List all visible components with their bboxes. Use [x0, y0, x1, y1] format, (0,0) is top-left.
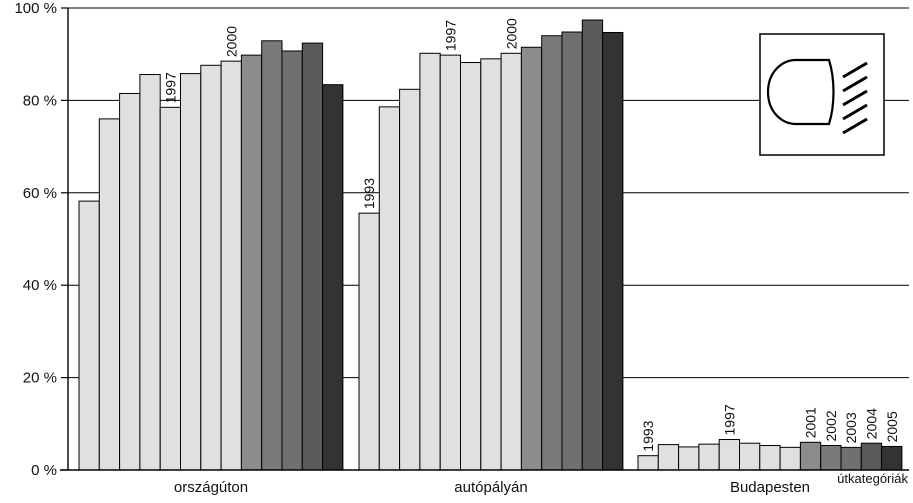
bar — [220, 60, 242, 471]
bar — [159, 106, 181, 471]
bar — [322, 84, 344, 471]
headlight-beam-line — [842, 61, 868, 79]
bar — [698, 443, 720, 471]
bar — [561, 31, 583, 471]
bar — [581, 19, 604, 471]
bar-year-annotation: 1997 — [721, 404, 737, 435]
bar — [759, 445, 781, 471]
bar — [358, 212, 380, 471]
y-axis-tick-label: 0 % — [31, 462, 57, 479]
bar — [520, 46, 543, 471]
y-axis-tick-label: 20 % — [23, 370, 57, 387]
headlight-lamp-shape — [766, 58, 835, 126]
y-axis-tick-label: 100 % — [14, 0, 57, 17]
y-axis-tick-label: 40 % — [23, 277, 57, 294]
x-axis-category-label: Budapesten — [730, 479, 810, 496]
bar-year-annotation: 2000 — [503, 18, 519, 49]
y-axis-tick-label: 60 % — [23, 185, 57, 202]
bar — [119, 92, 141, 471]
bar — [860, 442, 883, 471]
x-axis-unit-label: útkategóriák — [837, 471, 908, 486]
y-axis-tick-label: 80 % — [23, 92, 57, 109]
bar — [657, 444, 680, 471]
bar-year-annotation: 1993 — [640, 420, 656, 451]
bar — [261, 40, 283, 471]
headlight-beam-line — [842, 117, 868, 135]
bar-year-annotation: 1997 — [442, 20, 458, 51]
bar — [799, 441, 822, 471]
x-axis-category-labels: országúton autópályán Budapesten — [174, 479, 810, 496]
bar — [98, 118, 121, 471]
bar-year-annotation: 2003 — [843, 412, 859, 443]
bar — [200, 64, 222, 471]
bar — [739, 442, 761, 471]
bar-year-annotation: 2000 — [223, 26, 239, 57]
bar — [881, 445, 903, 471]
bar — [301, 42, 324, 471]
bar — [718, 439, 741, 471]
bar-year-annotation: 2004 — [863, 408, 879, 439]
x-axis-category-label: autópályán — [454, 479, 527, 496]
bar-year-annotation: 2002 — [823, 410, 839, 441]
bar — [840, 446, 862, 471]
bar-year-annotation: 1997 — [162, 72, 178, 103]
bar — [480, 58, 502, 471]
x-axis-category-label: országúton — [174, 479, 248, 496]
bar — [637, 455, 659, 471]
bar — [419, 52, 441, 471]
bar — [500, 52, 522, 471]
bar — [820, 445, 842, 471]
headlight-beam-line — [842, 75, 868, 93]
bar-year-annotation: 2001 — [803, 407, 819, 438]
bar — [678, 446, 700, 471]
bar — [78, 200, 100, 471]
bar — [240, 54, 263, 471]
bar — [139, 74, 161, 471]
headlight-icon — [759, 33, 885, 156]
bar-year-annotations: 1997 2000 1993 1997 2000 1993 1997 2001 2002 2003… — [162, 18, 900, 452]
bar — [439, 54, 462, 471]
headlight-beam-line — [842, 89, 868, 107]
bar — [779, 446, 801, 471]
bar-year-annotation: 1993 — [361, 178, 377, 209]
y-axis-tick-labels: 0 % 20 % 40 % 60 % 80 % 100 % — [14, 0, 57, 479]
bar — [541, 35, 563, 471]
bar-year-annotation: 2005 — [884, 411, 900, 442]
bar — [180, 73, 202, 471]
bar — [602, 31, 624, 471]
bar — [281, 50, 303, 471]
bar — [460, 62, 482, 471]
bar — [399, 88, 421, 471]
headlight-beam-line — [842, 103, 868, 121]
bar — [378, 106, 401, 471]
